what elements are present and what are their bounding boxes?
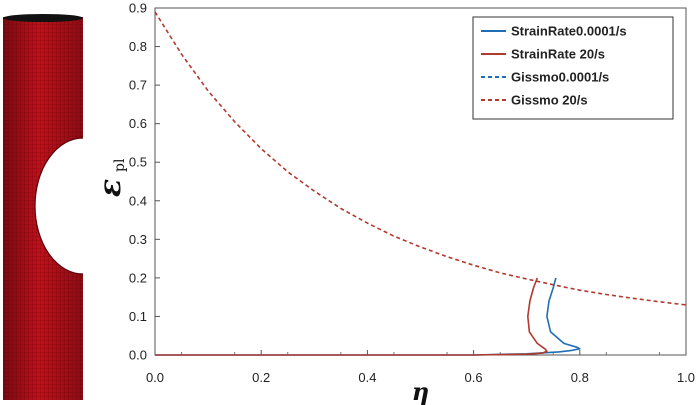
legend-label: Gissmo0.0001/s: [511, 70, 609, 85]
y-tick-label: 0.5: [129, 155, 147, 170]
x-axis-label: η: [412, 377, 429, 405]
x-tick-label: 0.8: [571, 370, 589, 385]
specimen-mesh-illustration: [3, 14, 84, 400]
y-tick-label: 0.6: [129, 116, 147, 131]
y-axis-label: ε pl: [93, 158, 128, 197]
y-axis-symbol: ε: [93, 179, 128, 197]
axis-ticks: 0.0 0.1 0.2 0.3 0.4 0.5 0.6 0.7 0.8 0.9 0.0 0.2 0.4 0…: [129, 1, 695, 386]
x-tick-label: 0.0: [146, 370, 164, 385]
x-tick-label: 0.2: [252, 370, 270, 385]
legend-label: Gissmo 20/s: [511, 93, 588, 108]
y-tick-label: 0.3: [129, 232, 147, 247]
chart-area: 0.0 0.1 0.2 0.3 0.4 0.5 0.6 0.7 0.8 0.9 0.0 0.2 0.4 0…: [93, 1, 695, 405]
y-tick-label: 0.2: [129, 270, 147, 285]
y-tick-label: 0.7: [129, 78, 147, 93]
series-line-1: [155, 277, 548, 356]
y-tick-label: 0.1: [129, 309, 147, 324]
y-axis-subscript: pl: [112, 158, 128, 172]
y-tick-label: 0.9: [129, 1, 147, 16]
x-tick-label: 1.0: [677, 370, 695, 385]
x-tick-label: 0.6: [465, 370, 483, 385]
legend: StrainRate0.0001/s StrainRate 20/s Gissmo0…: [472, 16, 674, 120]
series-layer: [154, 11, 687, 356]
legend-box: [472, 16, 674, 120]
y-tick-label: 0.0: [129, 348, 147, 363]
y-tick-label: 0.4: [129, 193, 147, 208]
x-tick-label: 0.4: [358, 370, 376, 385]
series-line-3: [154, 11, 687, 306]
legend-label: StrainRate 20/s: [511, 47, 605, 62]
legend-label: StrainRate0.0001/s: [511, 24, 627, 39]
y-tick-label: 0.8: [129, 39, 147, 54]
